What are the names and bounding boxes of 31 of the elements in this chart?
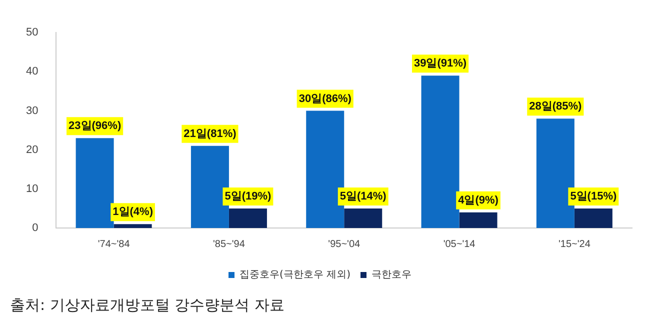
y-tick-label: 10 (26, 182, 38, 195)
data-label: 1일(4%) (112, 206, 154, 218)
bar (228, 208, 267, 228)
x-tick-label: '05~'14 (443, 238, 476, 250)
data-label: 30일(86%) (298, 92, 352, 105)
x-tick-label: '85~'94 (213, 238, 246, 250)
legend-label: 집중호우(극한호우 제외) (240, 270, 351, 281)
data-label: 21일(81%) (184, 128, 237, 140)
legend-label: 극한호우 (371, 270, 412, 281)
data-label: 4일(9%) (458, 194, 499, 206)
bar (114, 224, 152, 228)
x-tick-label: '74~'84 (98, 238, 130, 250)
data-label: 5일(15%) (570, 190, 617, 202)
y-tick-label: 30 (26, 104, 38, 117)
data-label: 23일(96%) (68, 120, 122, 132)
data-label: 5일(19%) (224, 190, 272, 202)
data-label: 28일(85%) (529, 100, 582, 113)
data-label: 5일(14%) (340, 190, 387, 202)
data-label: 39일(91%) (414, 58, 467, 70)
x-tick-label: '95~'04 (328, 238, 361, 250)
bar (344, 208, 382, 228)
bar (459, 212, 498, 228)
y-tick-label: 50 (26, 26, 38, 39)
bar (421, 76, 460, 228)
x-tick-label: '15~'24 (558, 238, 591, 250)
y-tick-label: 0 (32, 222, 38, 234)
y-tick-label: 20 (26, 144, 38, 156)
bar (574, 208, 612, 228)
bar (76, 138, 114, 228)
source-note: 출처: 기상자료개방포털 강수량분석 자료 (9, 296, 286, 315)
y-tick-label: 40 (26, 66, 38, 78)
